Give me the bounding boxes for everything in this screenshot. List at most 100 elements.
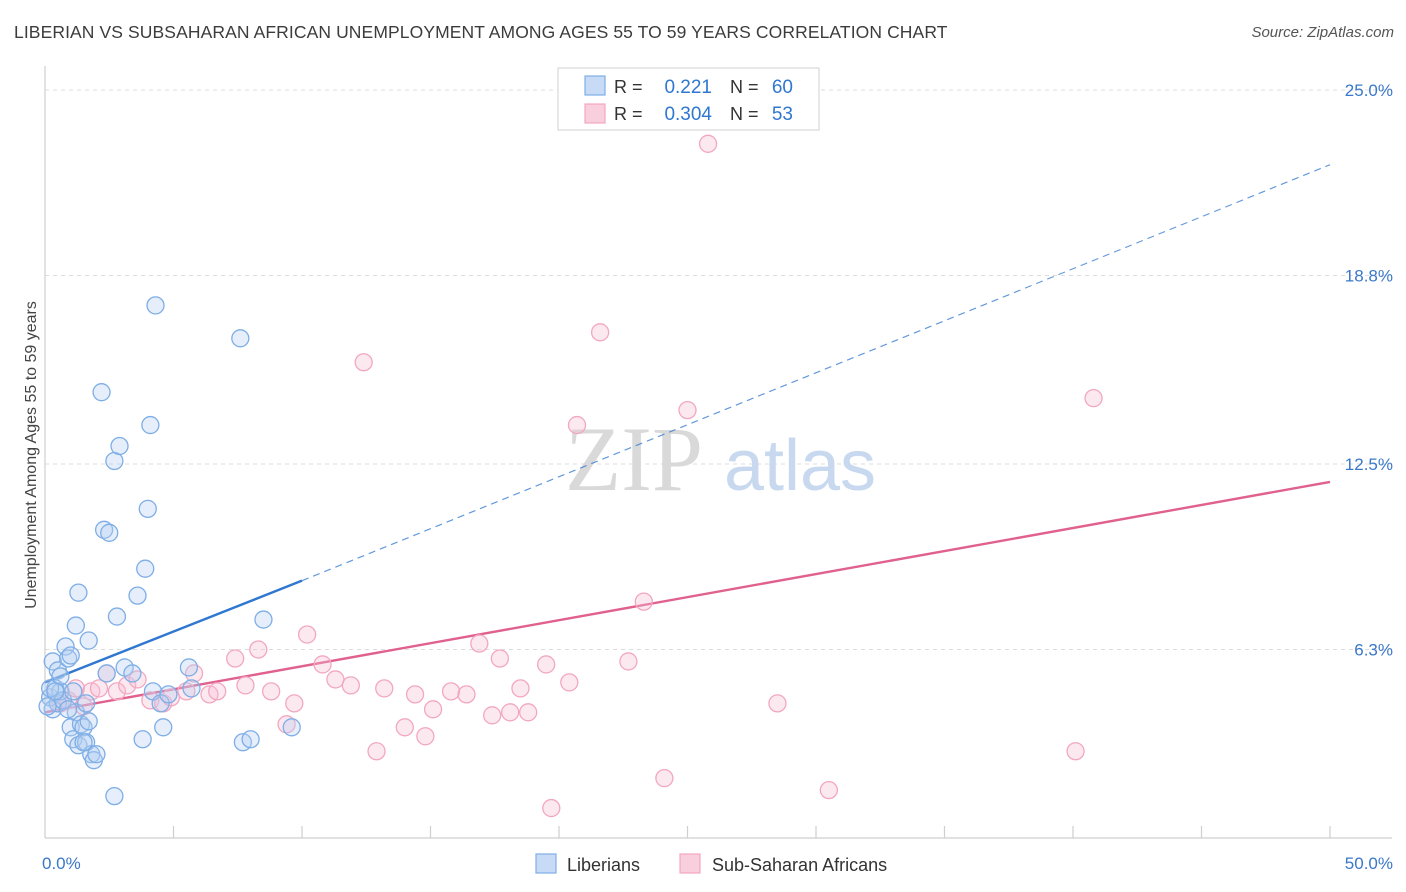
point-liberian: [133, 730, 152, 749]
point-liberian: [100, 523, 119, 542]
point-liberian: [43, 652, 62, 671]
point-subsaharan: [375, 679, 394, 698]
point-liberian: [231, 329, 250, 348]
point-subsaharan: [470, 634, 489, 653]
tick-labels: 6.3% 12.5% 18.8% 25.0% 0.0% 50.0%: [42, 81, 1393, 873]
stats-r-label-1: R =: [614, 77, 643, 97]
point-liberian: [123, 664, 142, 683]
point-liberian: [66, 616, 85, 635]
point-subsaharan: [590, 323, 610, 342]
point-liberian: [254, 610, 273, 629]
point-subsaharan: [519, 703, 538, 722]
point-subsaharan: [441, 682, 461, 701]
y-tick-label: 12.5%: [1345, 455, 1393, 474]
point-subsaharan: [416, 727, 435, 746]
point-liberian: [79, 712, 98, 731]
trend-lines: [44, 164, 1331, 714]
chart-title: LIBERIAN VS SUBSAHARAN AFRICAN UNEMPLOYM…: [14, 22, 948, 42]
point-liberian: [282, 718, 301, 737]
point-subsaharan: [354, 353, 373, 372]
point-subsaharan: [655, 769, 674, 788]
stats-r-value-2: 0.304: [664, 104, 712, 125]
point-liberian: [69, 583, 88, 602]
stats-r-value-1: 0.221: [664, 77, 712, 98]
trend-liberians: [44, 579, 303, 684]
point-subsaharan: [107, 682, 127, 701]
legend-label-liberians: Liberians: [567, 855, 640, 875]
point-subsaharan: [768, 694, 787, 713]
point-subsaharan: [285, 694, 304, 713]
point-subsaharan: [560, 673, 579, 692]
stats-n-label-1: N =: [730, 77, 759, 97]
point-subsaharan: [118, 676, 137, 695]
point-liberian: [241, 730, 260, 749]
point-liberian: [94, 520, 114, 539]
point-subsaharan: [341, 676, 360, 695]
point-liberian: [92, 383, 111, 402]
point-subsaharan: [277, 715, 296, 734]
point-subsaharan: [619, 652, 638, 671]
point-subsaharan: [511, 679, 530, 698]
x-tick-label: 0.0%: [42, 854, 81, 873]
point-subsaharan: [405, 685, 425, 704]
point-liberian: [40, 679, 60, 698]
point-subsaharan: [698, 134, 718, 153]
watermark-atlas: atlas: [724, 426, 876, 506]
point-liberian: [182, 679, 201, 698]
y-tick-label: 18.8%: [1345, 266, 1393, 285]
point-liberian: [76, 694, 96, 713]
point-subsaharan: [262, 682, 281, 701]
point-liberian: [87, 745, 106, 764]
point-subsaharan: [678, 400, 697, 420]
point-subsaharan: [177, 682, 196, 701]
point-subsaharan: [249, 640, 268, 659]
axes: [44, 66, 1392, 839]
point-liberian: [107, 607, 127, 626]
point-liberian: [58, 649, 78, 668]
point-subsaharan: [567, 415, 587, 435]
legend-swatch-liberians: [535, 853, 557, 874]
point-liberian: [138, 499, 157, 519]
stats-n-label-2: N =: [730, 104, 759, 124]
point-liberian: [61, 646, 80, 665]
stats-r-label-2: R =: [614, 104, 643, 124]
gridlines: [45, 89, 1392, 650]
point-subsaharan: [483, 706, 502, 725]
point-liberian: [97, 664, 116, 683]
point-subsaharan: [1066, 742, 1085, 761]
point-liberian: [146, 296, 165, 315]
y-tick-label: 6.3%: [1354, 640, 1393, 659]
point-liberian: [46, 682, 65, 701]
point-subsaharan: [297, 625, 317, 644]
point-liberian: [110, 436, 129, 456]
point-subsaharan: [367, 742, 386, 761]
point-liberian: [128, 586, 147, 605]
point-subsaharan: [501, 703, 520, 722]
point-subsaharan: [1084, 388, 1103, 408]
point-liberian: [79, 631, 98, 650]
point-liberian: [179, 658, 199, 677]
point-subsaharan: [423, 700, 443, 719]
point-liberian: [74, 733, 93, 752]
point-liberian: [141, 415, 160, 435]
point-subsaharan: [537, 655, 556, 674]
trend-subsaharan: [44, 480, 1331, 714]
point-liberian: [159, 685, 178, 704]
point-subsaharan: [395, 718, 414, 737]
stats-legend: R = 0.221 N = 60 R = 0.304 N = 53: [557, 67, 820, 131]
stats-swatch-subsaharan: [584, 103, 606, 124]
y-tick-label: 25.0%: [1345, 81, 1393, 100]
stats-swatch-liberians: [584, 75, 606, 96]
trend-liberians-extrapolated: [301, 164, 1331, 582]
point-liberian: [38, 697, 57, 716]
x-tick-label: 50.0%: [1345, 854, 1393, 873]
point-subsaharan: [819, 780, 838, 800]
watermark: ZIP atlas: [565, 408, 876, 510]
point-subsaharan: [236, 676, 255, 695]
series-subsaharan-points: [51, 134, 1103, 818]
series-legend: Liberians Sub-Saharan Africans: [535, 853, 887, 875]
point-subsaharan: [490, 649, 510, 668]
point-subsaharan: [326, 670, 345, 689]
stats-n-value-1: 60: [772, 77, 793, 98]
